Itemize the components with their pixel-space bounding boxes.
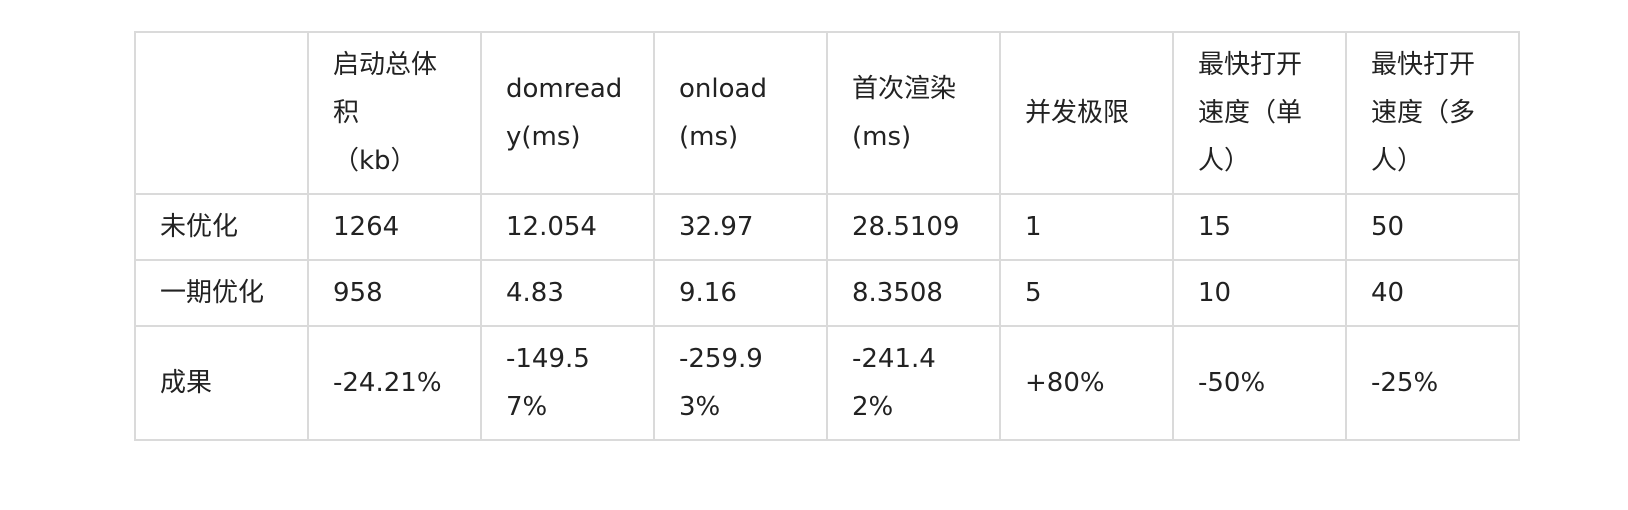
table-cell: 32.97 [653, 193, 828, 261]
table-row-unoptimized: 未优化 1264 12.054 32.97 28.5109 1 15 50 [134, 193, 1520, 261]
table-cell: +80% [999, 325, 1174, 441]
row-label-cell: 成果 [134, 325, 309, 441]
optimization-comparison-table: 启动总体积 （kb） domready(ms) onload(ms) 首次渲染(… [134, 31, 1520, 441]
header-startup-size-label: 启动总体积 （kb） [333, 50, 438, 176]
table-cell: 12.054 [480, 193, 655, 261]
table-cell: -149.57% [480, 325, 655, 441]
table-cell: -241.42% [826, 325, 1001, 441]
table-cell: -259.93% [653, 325, 828, 441]
header-cell-fastest-open-multi: 最快打开速度（多人） [1345, 31, 1520, 195]
table-cell: 8.3508 [826, 259, 1001, 327]
table-cell: 28.5109 [826, 193, 1001, 261]
table-cell: 958 [307, 259, 482, 327]
table-cell: 40 [1345, 259, 1520, 327]
table-cell: -50% [1172, 325, 1347, 441]
header-cell-onload: onload(ms) [653, 31, 828, 195]
row-label-cell: 一期优化 [134, 259, 309, 327]
table-cell: 5 [999, 259, 1174, 327]
table-header-row: 启动总体积 （kb） domready(ms) onload(ms) 首次渲染(… [134, 31, 1520, 195]
row-label-cell: 未优化 [134, 193, 309, 261]
header-cell-concurrency-limit: 并发极限 [999, 31, 1174, 195]
table-row-phase-one: 一期优化 958 4.83 9.16 8.3508 5 10 40 [134, 259, 1520, 327]
table-cell: -24.21% [307, 325, 482, 441]
comparison-table-container: 启动总体积 （kb） domready(ms) onload(ms) 首次渲染(… [134, 31, 1520, 441]
header-cell-domready: domready(ms) [480, 31, 655, 195]
table-cell: 4.83 [480, 259, 655, 327]
header-cell-empty [134, 31, 309, 195]
table-cell: 50 [1345, 193, 1520, 261]
header-cell-first-render: 首次渲染(ms) [826, 31, 1001, 195]
header-cell-fastest-open-single: 最快打开速度（单人） [1172, 31, 1347, 195]
table-cell: 9.16 [653, 259, 828, 327]
table-cell: 10 [1172, 259, 1347, 327]
table-row-result: 成果 -24.21% -149.57% -259.93% -241.42% +8… [134, 325, 1520, 441]
table-cell: 1 [999, 193, 1174, 261]
table-cell: -25% [1345, 325, 1520, 441]
table-cell: 1264 [307, 193, 482, 261]
header-cell-startup-size: 启动总体积 （kb） [307, 31, 482, 195]
table-cell: 15 [1172, 193, 1347, 261]
